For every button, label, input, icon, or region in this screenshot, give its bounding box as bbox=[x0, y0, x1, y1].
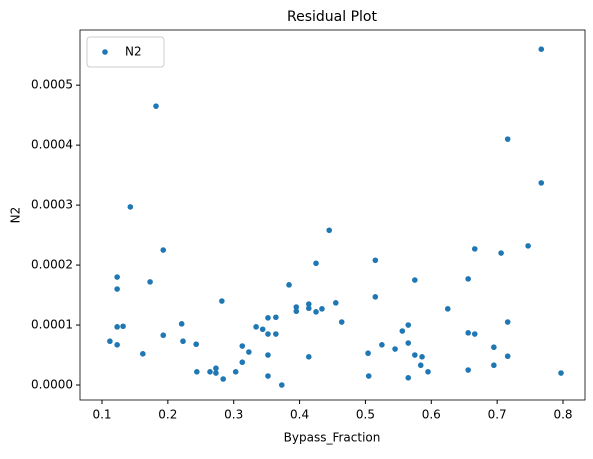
point bbox=[412, 277, 418, 283]
point bbox=[405, 322, 412, 328]
x-tick-label: 0.3 bbox=[224, 408, 243, 422]
point bbox=[425, 369, 431, 375]
point bbox=[213, 370, 219, 376]
point bbox=[114, 324, 120, 330]
point bbox=[392, 346, 398, 352]
point bbox=[253, 324, 259, 330]
legend-label: N2 bbox=[125, 45, 142, 59]
x-tick-label: 0.6 bbox=[422, 408, 441, 422]
point bbox=[332, 300, 339, 306]
point bbox=[444, 306, 451, 312]
y-tick-label: 0.0001 bbox=[31, 318, 73, 332]
point bbox=[153, 103, 159, 109]
point bbox=[319, 306, 325, 312]
point bbox=[178, 321, 185, 327]
point bbox=[286, 282, 292, 288]
point bbox=[419, 354, 425, 360]
chart-title: Residual Plot bbox=[287, 9, 377, 25]
point bbox=[313, 309, 319, 315]
point bbox=[220, 376, 226, 382]
point bbox=[504, 353, 511, 360]
x-tick-label: 0.1 bbox=[92, 408, 111, 422]
point bbox=[160, 247, 167, 253]
plot-frame bbox=[79, 29, 586, 401]
point bbox=[213, 365, 219, 372]
point bbox=[120, 323, 126, 330]
point bbox=[305, 354, 312, 360]
point bbox=[538, 46, 545, 52]
y-tick-label: 0.0003 bbox=[31, 198, 73, 212]
point bbox=[219, 298, 225, 304]
point bbox=[278, 382, 285, 388]
point bbox=[194, 369, 200, 375]
point bbox=[372, 294, 379, 300]
y-axis-label: N2 bbox=[9, 207, 23, 224]
point bbox=[114, 286, 120, 292]
point bbox=[246, 349, 252, 355]
point bbox=[525, 243, 531, 249]
point bbox=[338, 319, 345, 325]
point bbox=[305, 301, 312, 307]
point bbox=[465, 367, 471, 373]
point bbox=[504, 136, 511, 142]
x-tick-label: 0.2 bbox=[158, 408, 177, 422]
y-tick-label: 0.0002 bbox=[31, 258, 73, 272]
point bbox=[504, 319, 511, 325]
point bbox=[491, 344, 497, 351]
point bbox=[147, 279, 153, 285]
point bbox=[160, 332, 167, 339]
point bbox=[313, 260, 319, 267]
point bbox=[107, 338, 113, 345]
point bbox=[265, 352, 271, 358]
point bbox=[365, 350, 371, 357]
point bbox=[412, 352, 418, 358]
point bbox=[365, 373, 372, 379]
point bbox=[114, 274, 120, 280]
point bbox=[265, 331, 271, 337]
point bbox=[538, 180, 545, 186]
x-tick-label: 0.4 bbox=[290, 408, 309, 422]
x-tick-label: 0.8 bbox=[553, 408, 572, 422]
point bbox=[305, 305, 312, 312]
point bbox=[127, 204, 134, 210]
legend-marker bbox=[102, 49, 108, 55]
point bbox=[114, 342, 120, 348]
point bbox=[372, 257, 379, 264]
x-axis-label: Bypass_Fraction bbox=[284, 431, 381, 445]
point bbox=[273, 331, 279, 337]
point bbox=[193, 341, 199, 348]
point bbox=[558, 370, 564, 376]
point bbox=[471, 331, 478, 337]
x-tick-label: 0.7 bbox=[488, 408, 507, 422]
point bbox=[239, 343, 246, 349]
point bbox=[265, 315, 271, 321]
x-tick-label: 0.5 bbox=[356, 408, 375, 422]
point bbox=[180, 338, 186, 345]
point bbox=[265, 373, 271, 379]
point bbox=[417, 362, 424, 369]
point bbox=[405, 340, 412, 346]
y-tick-label: 0.0004 bbox=[31, 138, 73, 152]
legend-box bbox=[86, 36, 165, 68]
point bbox=[491, 362, 497, 369]
point bbox=[207, 369, 213, 375]
point bbox=[140, 351, 146, 357]
point bbox=[293, 308, 300, 315]
point bbox=[293, 304, 300, 310]
point bbox=[379, 342, 385, 348]
point bbox=[326, 227, 333, 234]
point bbox=[259, 326, 266, 333]
point bbox=[399, 328, 406, 334]
point bbox=[405, 375, 412, 381]
point bbox=[232, 369, 239, 375]
point bbox=[465, 276, 471, 282]
point bbox=[239, 359, 246, 366]
point bbox=[465, 330, 471, 336]
y-tick-label: 0.0000 bbox=[31, 378, 73, 392]
point bbox=[273, 314, 279, 321]
y-tick-label: 0.0005 bbox=[31, 78, 73, 92]
point bbox=[498, 250, 504, 256]
point bbox=[471, 246, 478, 252]
